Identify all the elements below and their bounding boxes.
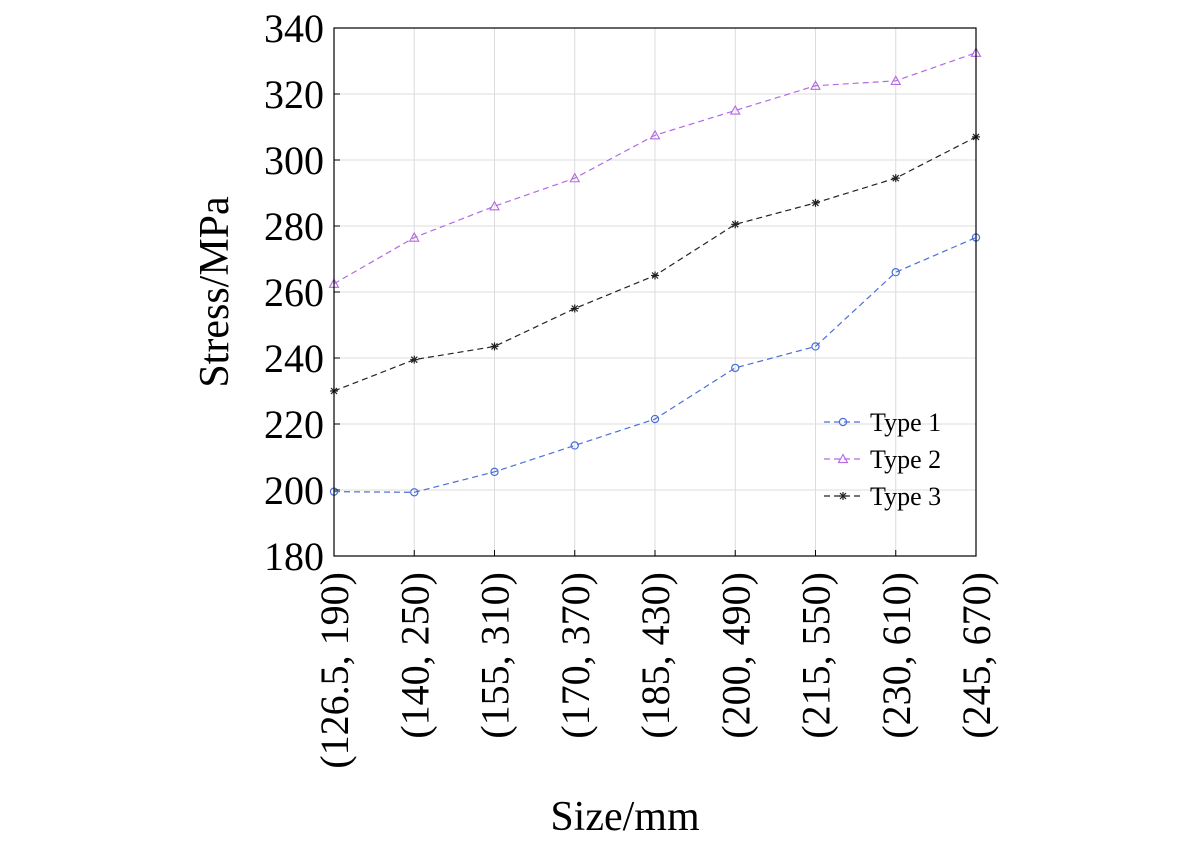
data-point-type-2 [890, 75, 902, 85]
legend-label: Type 3 [870, 482, 941, 511]
x-axis-label: Size/mm [550, 794, 700, 840]
data-point-type-1 [410, 488, 419, 497]
y-tick-label: 320 [264, 72, 324, 117]
y-tick-label: 280 [264, 204, 324, 249]
x-tick-label: (230, 610) [874, 572, 919, 739]
legend-marker [839, 492, 847, 500]
series-line-type-1 [333, 236, 977, 493]
data-point-type-1 [811, 342, 820, 351]
x-tick-label: (215, 550) [794, 572, 839, 739]
y-tick-label: 220 [264, 402, 324, 447]
x-axis-ticks: (126.5, 190) (140, 250) (155, 310) (170, 37… [312, 550, 999, 769]
data-point-type-1 [891, 268, 900, 277]
data-point-type-2 [489, 200, 500, 211]
x-tick-label: (155, 310) [473, 572, 518, 739]
data-point-type-1 [650, 414, 660, 424]
grid [333, 27, 977, 557]
data-point-type-2 [810, 80, 821, 90]
legend-marker [838, 417, 848, 427]
data-point-type-3 [891, 174, 900, 183]
x-tick-label: (200, 490) [713, 572, 758, 739]
y-axis-ticks: 180 200 220 240 260 280 300 320 340 [264, 6, 340, 579]
data-point-type-2 [729, 104, 741, 115]
legend-label: Type 1 [870, 408, 941, 437]
x-tick-label: (185, 430) [633, 572, 678, 739]
y-tick-label: 260 [264, 270, 324, 315]
data-point-type-2 [569, 172, 581, 183]
data-point-type-3 [410, 355, 419, 364]
legend: Type 1 Type 2 Type 3 [824, 408, 941, 511]
data-point-type-3 [651, 271, 659, 280]
legend-item-type-3: Type 3 [824, 482, 941, 511]
data-point-type-1 [490, 467, 499, 477]
y-tick-label: 240 [264, 336, 324, 381]
legend-item-type-1: Type 1 [824, 408, 941, 437]
legend-marker [837, 453, 849, 464]
series-line-type-2 [333, 52, 977, 285]
data-point-type-3 [731, 220, 740, 229]
data-point-type-1 [731, 363, 740, 373]
x-tick-label: (245, 670) [954, 572, 999, 739]
y-tick-label: 180 [264, 534, 324, 579]
legend-item-type-2: Type 2 [824, 445, 941, 474]
data-point-type-3 [570, 304, 579, 313]
data-point-type-2 [649, 129, 661, 140]
y-axis-label: Stress/MPa [192, 196, 238, 388]
y-tick-label: 200 [264, 468, 324, 513]
x-tick-label: (126.5, 190) [312, 572, 357, 769]
data-point-type-2 [408, 231, 420, 242]
data-point-type-3 [490, 342, 499, 351]
data-point-type-1 [570, 441, 579, 450]
x-tick-label: (170, 370) [553, 572, 598, 739]
data-point-type-3 [811, 198, 820, 207]
legend-label: Type 2 [870, 445, 941, 474]
y-tick-label: 300 [264, 138, 324, 183]
y-tick-label: 340 [264, 6, 324, 51]
x-tick-label: (140, 250) [392, 572, 437, 739]
